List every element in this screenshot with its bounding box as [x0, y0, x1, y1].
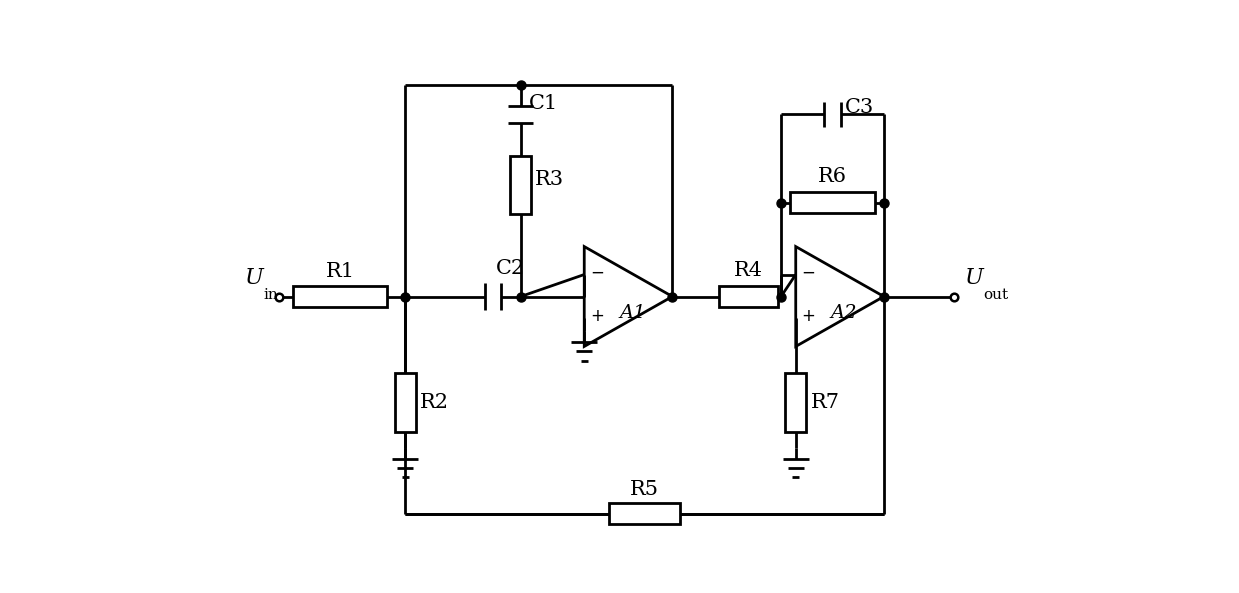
Text: in: in — [264, 288, 279, 302]
Text: +: + — [802, 307, 815, 325]
Text: −: − — [590, 263, 605, 281]
Text: C2: C2 — [496, 259, 525, 278]
Bar — [789, 192, 875, 213]
Text: out: out — [984, 288, 1009, 302]
Text: R7: R7 — [810, 393, 839, 412]
Bar — [610, 503, 680, 524]
Text: U: U — [245, 267, 264, 289]
Text: R6: R6 — [818, 167, 847, 186]
Bar — [294, 286, 388, 307]
Text: U: U — [965, 267, 984, 289]
Text: C3: C3 — [845, 98, 875, 117]
Text: A1: A1 — [620, 304, 646, 322]
Text: C1: C1 — [529, 94, 559, 113]
Text: R5: R5 — [629, 480, 659, 499]
Bar — [720, 286, 778, 307]
Bar — [786, 373, 807, 432]
Bar — [510, 155, 532, 214]
Bar — [394, 373, 415, 432]
Text: R2: R2 — [420, 393, 449, 412]
Text: A2: A2 — [831, 304, 857, 322]
Text: R1: R1 — [326, 262, 356, 281]
Text: −: − — [802, 263, 815, 281]
Text: R3: R3 — [535, 170, 564, 189]
Text: R4: R4 — [735, 261, 763, 280]
Text: +: + — [590, 307, 605, 325]
